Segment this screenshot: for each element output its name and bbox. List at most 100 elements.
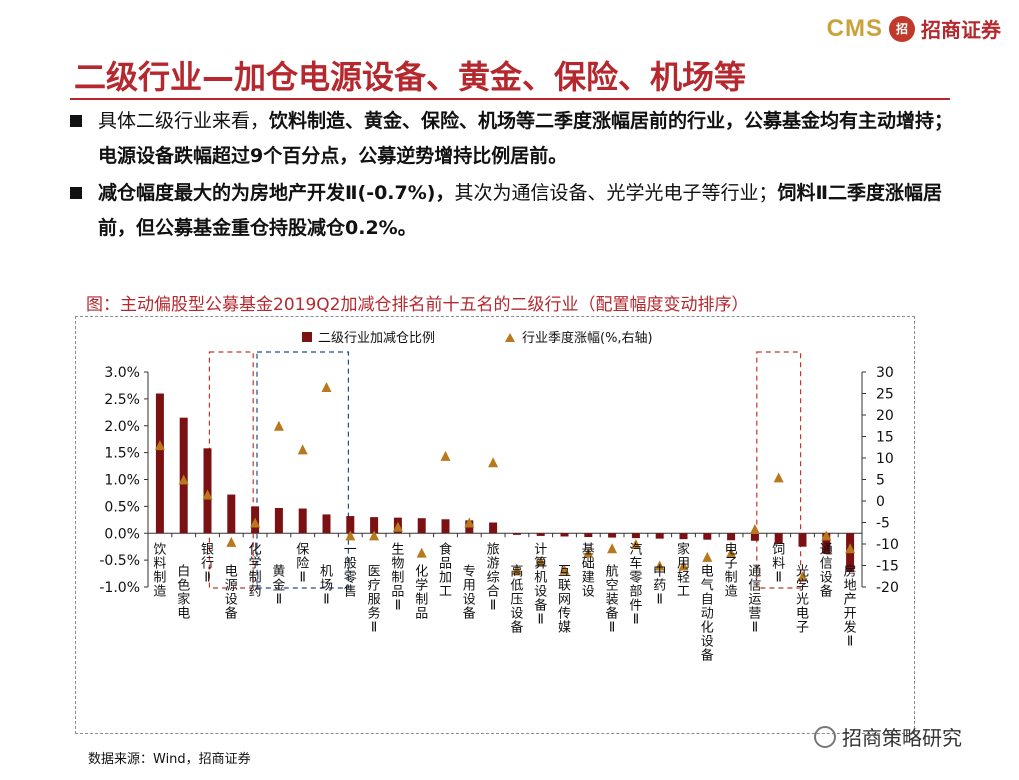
bar <box>322 514 331 534</box>
legend-marker-swatch <box>505 333 515 342</box>
right-tick-label: -20 <box>876 580 899 596</box>
category-label: 化学制品 <box>415 564 428 621</box>
triangle-marker <box>654 560 665 571</box>
bar <box>417 518 426 534</box>
category-label: 化学制药 <box>249 542 262 599</box>
figure-title: 图：主动偏股型公募基金2019Q2加减仓排名前十五名的二级行业（配置幅度变动排序… <box>86 295 749 315</box>
right-tick-label: -5 <box>876 516 890 532</box>
triangle-marker <box>154 440 165 451</box>
triangle-marker <box>511 564 522 575</box>
right-tick-label: 30 <box>876 365 894 381</box>
category-label: 航空装备 Ⅱ <box>606 563 619 635</box>
bar <box>679 533 688 540</box>
category-label: 光学光电子 <box>796 564 809 635</box>
triangle-marker <box>464 517 475 528</box>
bar <box>584 533 593 538</box>
bar <box>822 533 831 554</box>
bar <box>489 522 498 534</box>
category-label: 家用轻工 <box>677 541 690 599</box>
bar <box>346 516 355 534</box>
triangle-marker <box>178 474 189 485</box>
bar <box>155 393 164 534</box>
bar <box>750 533 759 541</box>
bar <box>274 507 283 534</box>
bullet-2-tail: 其次为通信设备、光学光电子等行业； <box>454 182 778 204</box>
bullet-2-body2: 饲料Ⅱ二季度涨幅居前，但公募基金重仓持股减仓0.2%。 <box>98 182 942 239</box>
triangle-marker <box>749 523 760 534</box>
bullet-square-icon <box>70 187 82 199</box>
company-logo: CMS 招 招商证券 <box>827 14 1001 43</box>
category-label: 通信运营 Ⅱ <box>748 564 761 635</box>
right-tick-label: 10 <box>876 451 894 467</box>
category-label: 黄金 Ⅱ <box>272 564 285 607</box>
bar <box>441 519 450 534</box>
highlight-box <box>756 351 802 589</box>
triangle-marker <box>702 551 713 562</box>
left-tick-label: 0.5% <box>104 499 140 515</box>
left-tick-label: 0.0% <box>104 526 140 542</box>
triangle-marker <box>392 521 403 532</box>
category-label: 中药 Ⅱ <box>653 564 666 607</box>
watermark: 招商策略研究 <box>814 722 962 751</box>
triangle-marker <box>416 547 427 558</box>
bullet-2-body: 减仓幅度最大的为房地产开发Ⅱ(-0.7%)， <box>98 182 455 204</box>
triangle-marker <box>821 530 832 541</box>
category-label: 专用设备 <box>463 564 476 621</box>
right-tick-label: -10 <box>876 537 899 553</box>
watermark-text: 招商策略研究 <box>842 726 962 750</box>
category-label: 保险 Ⅱ <box>296 542 309 585</box>
legend-bar-label: 二级行业加减仓比例 <box>318 331 435 346</box>
highlight-box <box>256 351 350 589</box>
category-label: 计算机设备 Ⅱ <box>534 542 547 627</box>
category-label: 食品加工 <box>439 541 452 599</box>
wechat-icon <box>814 725 836 748</box>
left-tick-label: 1.5% <box>104 446 140 462</box>
highlight-box <box>208 351 254 589</box>
page-title: 二级行业—加仓电源设备、黄金、保险、机场等 <box>74 58 747 96</box>
left-tick-label: -1.0% <box>99 580 140 596</box>
bar <box>560 533 569 537</box>
company-name: 招商证券 <box>921 18 1001 42</box>
bar <box>774 533 783 544</box>
category-label: 机场 Ⅱ <box>320 564 333 607</box>
logo-seal-icon: 招 <box>889 15 915 42</box>
bullet-2-text: 减仓幅度最大的为房地产开发Ⅱ(-0.7%)，其次为通信设备、光学光电子等行业；饲… <box>98 176 960 246</box>
triangle-marker <box>345 530 356 541</box>
right-tick-label: 5 <box>876 473 885 489</box>
logo-text: CMS <box>826 14 883 42</box>
triangle-marker <box>607 543 618 554</box>
bar <box>798 533 807 547</box>
bullet-square-icon <box>70 115 82 127</box>
bar <box>703 533 712 540</box>
title-divider <box>70 98 950 100</box>
category-label: 医疗服务 Ⅱ <box>368 564 381 635</box>
triangle-marker <box>250 517 261 528</box>
triangle-marker <box>678 560 689 571</box>
right-tick-label: 15 <box>876 430 894 446</box>
triangle-marker <box>845 543 856 554</box>
triangle-marker <box>773 472 784 483</box>
left-tick-label: -0.5% <box>99 553 140 569</box>
bar <box>727 533 736 541</box>
chart-frame <box>75 316 915 734</box>
bar <box>512 533 521 535</box>
left-tick-label: 3.0% <box>104 365 140 381</box>
category-label: 银行 Ⅱ <box>201 542 214 585</box>
category-label: 旅游综合 Ⅱ <box>487 542 500 613</box>
triangle-marker <box>297 444 308 455</box>
triangle-marker <box>273 420 284 431</box>
category-label: 电源设备 <box>225 564 238 621</box>
category-label: 房地产开发 Ⅱ <box>844 563 857 649</box>
bar <box>370 517 379 534</box>
bar <box>655 533 664 539</box>
triangle-marker <box>630 539 641 549</box>
triangle-marker <box>726 547 737 558</box>
category-label: 一般零售 <box>344 542 357 599</box>
data-source: 数据来源：Wind，招商证券 <box>88 752 251 767</box>
category-label: 汽车零部件 Ⅱ <box>629 542 642 627</box>
category-label: 饲料 Ⅱ <box>772 542 785 585</box>
bar <box>631 533 640 539</box>
triangle-marker <box>202 489 213 500</box>
bullet-2: 减仓幅度最大的为房地产开发Ⅱ(-0.7%)，其次为通信设备、光学光电子等行业；饲… <box>70 176 960 246</box>
bar <box>608 533 617 538</box>
